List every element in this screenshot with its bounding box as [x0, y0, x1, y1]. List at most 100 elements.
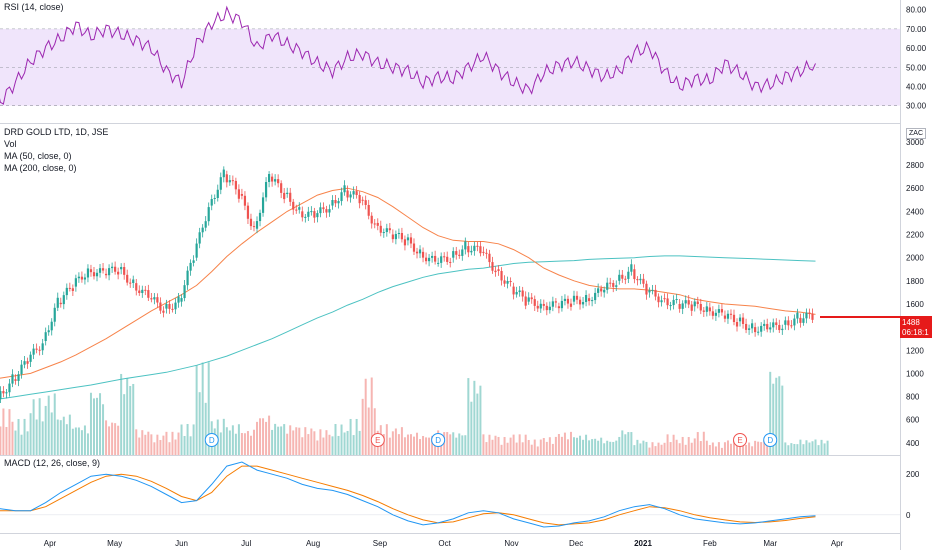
candle [464, 237, 467, 255]
candle [551, 296, 554, 312]
time-axis-label: Feb [703, 539, 717, 548]
candle [379, 220, 382, 237]
volume-bar [799, 439, 802, 455]
candle [153, 293, 156, 305]
volume-bar [588, 440, 591, 455]
candle [231, 175, 234, 186]
candle [793, 314, 796, 331]
volume-bar [503, 437, 506, 455]
candle [533, 295, 536, 311]
candle [147, 284, 150, 302]
candle [44, 327, 47, 346]
volume-bar [485, 442, 488, 455]
volume-bar [71, 428, 74, 455]
candle [781, 324, 784, 335]
price-tick-label: 400 [906, 439, 920, 448]
volume-bar [153, 442, 156, 455]
volume-bar [515, 442, 518, 455]
volume-bar [262, 418, 265, 455]
candle [141, 285, 144, 298]
volume-bar [742, 443, 745, 455]
candle [431, 251, 434, 263]
candle [123, 262, 126, 280]
candle [349, 191, 352, 203]
time-axis-label: Aug [306, 539, 320, 548]
volume-bar [536, 446, 539, 455]
candle [364, 195, 367, 210]
volume-bar [455, 437, 458, 455]
price-tick-label: 1200 [906, 346, 924, 355]
candle [104, 268, 108, 279]
candle [527, 292, 530, 305]
candle [322, 202, 325, 214]
bar-countdown-tag: 06:18:1 [900, 328, 932, 338]
volume-bar [518, 434, 521, 455]
volume-bar [491, 439, 494, 455]
candle [470, 245, 473, 256]
volume-bar [268, 415, 271, 455]
volume-bar [355, 418, 358, 455]
volume-bar [120, 373, 123, 455]
candle [80, 271, 84, 283]
candle [542, 299, 545, 311]
time-axis-label: Jun [175, 539, 188, 548]
candle [95, 268, 99, 282]
candle [29, 351, 32, 368]
volume-bar [726, 440, 729, 455]
volume-bar [14, 430, 17, 455]
volume-bar [62, 416, 65, 455]
volume-bar [784, 442, 787, 455]
volume-bar [340, 424, 343, 455]
candle [298, 202, 301, 214]
candle [581, 297, 585, 309]
volume-bar [319, 429, 322, 455]
candle [569, 298, 573, 311]
candle [627, 266, 630, 284]
time-axis-label: Mar [763, 539, 777, 548]
candle [213, 194, 216, 205]
candle [264, 177, 268, 202]
candle [735, 318, 739, 332]
candle [316, 210, 319, 223]
candle [675, 293, 678, 304]
volume-bar [422, 435, 425, 455]
volume-bar [192, 424, 195, 455]
candle [500, 267, 503, 286]
volume-bar [68, 414, 71, 455]
candle [751, 319, 754, 334]
candle [53, 303, 56, 327]
ma200-line [0, 255, 816, 400]
volume-bar [156, 434, 159, 455]
candle [630, 259, 633, 276]
rsi-line [0, 5, 816, 105]
candle [612, 280, 615, 293]
volume-bar [787, 445, 790, 455]
volume-bar [524, 434, 527, 455]
candle [177, 292, 180, 308]
volume-bar [147, 431, 150, 455]
volume-bar [817, 445, 820, 455]
time-axis-label: Jul [241, 539, 251, 548]
candle [587, 293, 591, 306]
candle [566, 295, 570, 309]
volume-bar [702, 431, 705, 455]
volume-bar [479, 385, 482, 455]
volume-bar [711, 442, 714, 455]
candle [769, 322, 772, 333]
volume-bar [53, 393, 56, 455]
volume-bar [256, 421, 259, 455]
candle [597, 283, 600, 298]
volume-bar [745, 444, 748, 455]
volume-bar [201, 362, 204, 455]
event-marker-label: E [375, 436, 380, 445]
volume-bar [80, 430, 83, 455]
candle [111, 262, 114, 273]
volume-bar [331, 436, 334, 455]
candle [367, 199, 370, 220]
rsi-tick-label: 80.00 [906, 6, 927, 15]
volume-bar [600, 437, 603, 455]
candle [156, 293, 159, 308]
volume-bar [59, 420, 62, 455]
candle [301, 206, 304, 222]
volume-bar [373, 408, 376, 455]
